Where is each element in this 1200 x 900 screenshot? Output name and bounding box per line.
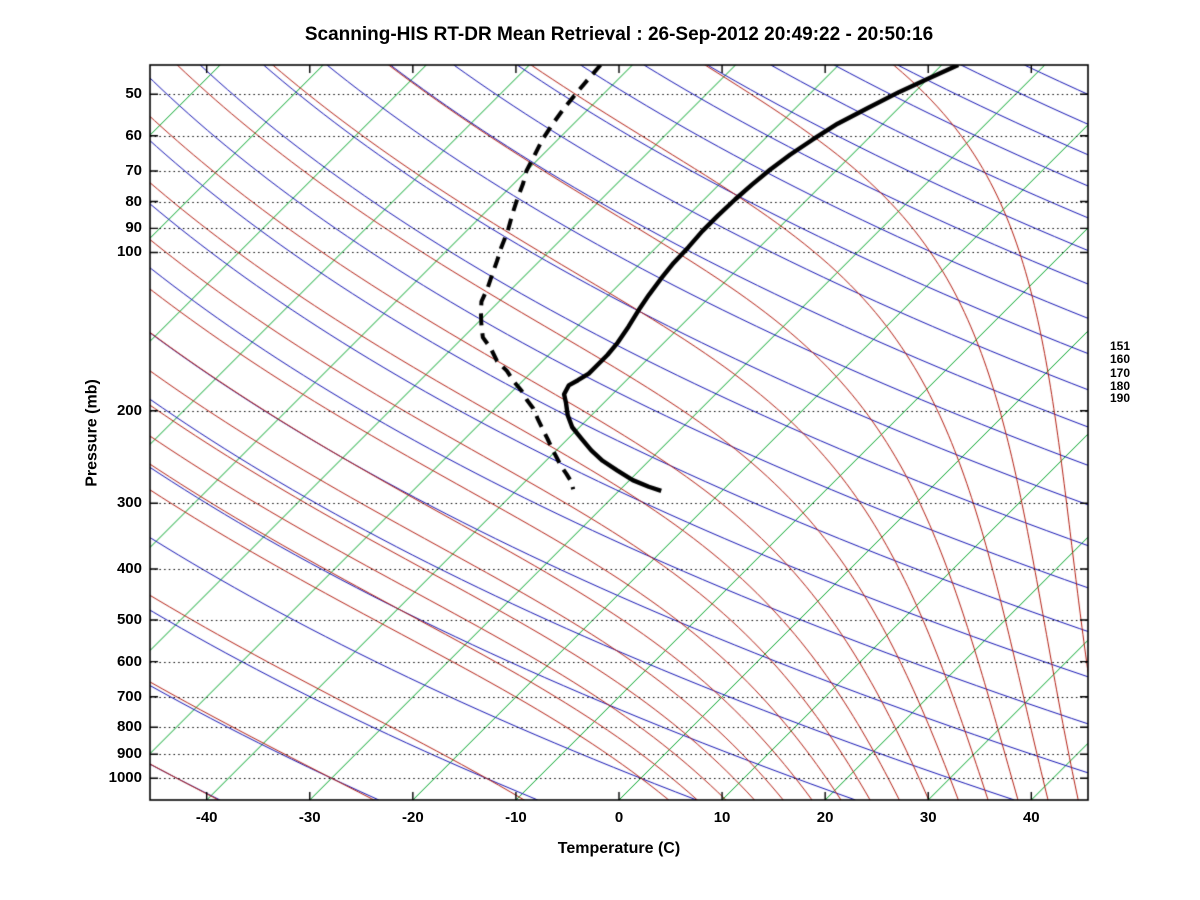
pressure-tick-label: 200: [116, 401, 142, 419]
right-pressure-label: 151: [1110, 338, 1131, 353]
pressure-tick-label: 50: [125, 85, 142, 103]
pressure-tick-label: 1000: [108, 769, 142, 787]
right-pressure-label: 160: [1110, 351, 1131, 366]
temperature-tick-label: 20: [816, 809, 834, 826]
pressure-tick-label: 500: [116, 610, 142, 628]
temperature-tick-label: 40: [1022, 809, 1040, 826]
chart-title: Scanning-HIS RT-DR Mean Retrieval : 26-S…: [304, 24, 934, 45]
right-pressure-label: 190: [1110, 391, 1131, 406]
temperature-tick-label: -40: [195, 809, 218, 826]
temperature-tick-label: -10: [505, 809, 527, 826]
right-pressure-label: 180: [1110, 378, 1131, 393]
right-pressure-label: 170: [1110, 365, 1131, 380]
pressure-tick-label: 800: [116, 718, 142, 736]
pressure-tick-label: 900: [116, 745, 142, 763]
pressure-tick-label: 80: [125, 192, 142, 210]
pressure-tick-label: 90: [125, 219, 142, 237]
pressure-tick-label: 100: [116, 243, 142, 261]
temperature-tick-label: 10: [713, 809, 731, 826]
temperature-tick-label: 30: [919, 809, 937, 826]
temperature-tick-label: 0: [614, 809, 624, 826]
pressure-tick-label: 70: [125, 162, 142, 180]
temperature-tick-label: -20: [402, 809, 424, 826]
pressure-tick-label: 60: [125, 126, 142, 144]
temperature-tick-label: -30: [298, 809, 321, 826]
pressure-tick-label: 400: [116, 560, 142, 577]
pressure-tick-label: 300: [116, 494, 142, 512]
x-axis-title: Temperature (C): [557, 840, 681, 857]
pressure-tick-label: 700: [116, 687, 142, 705]
pressure-tick-label: 600: [116, 652, 142, 670]
